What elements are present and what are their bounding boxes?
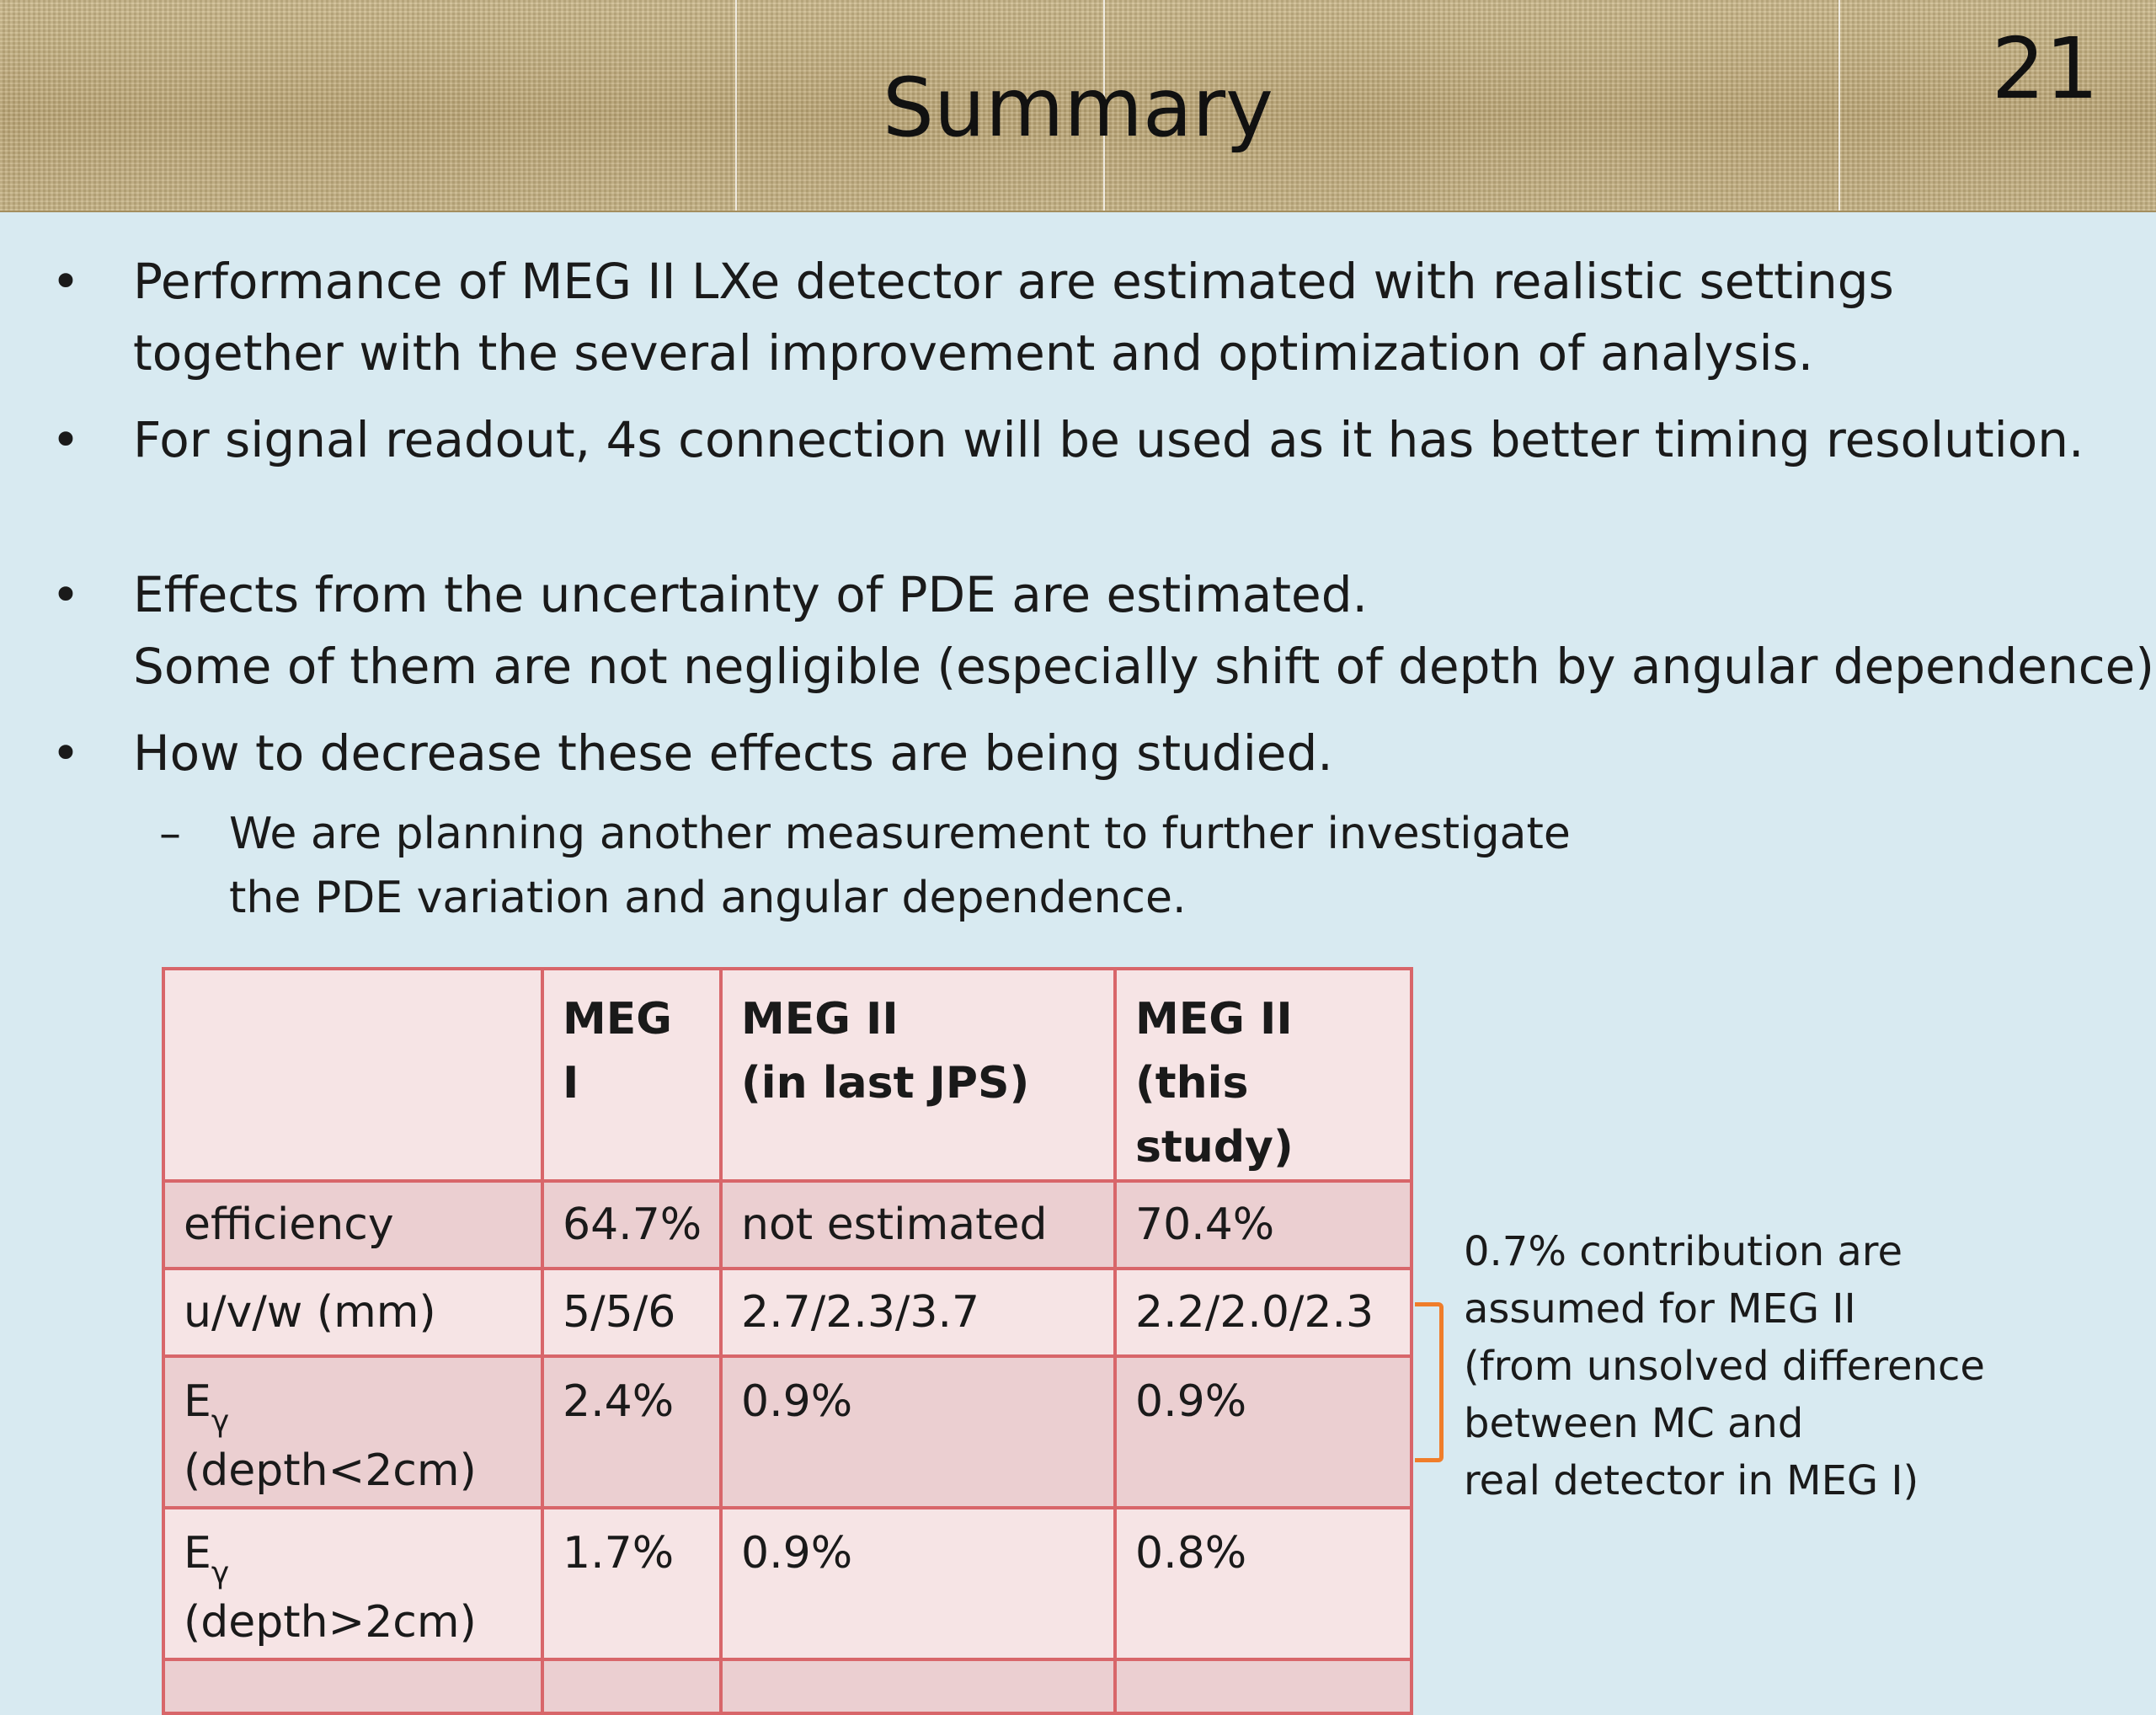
bullet-decrease-effects: • How to decrease these effects are bein… bbox=[51, 718, 1333, 789]
table-row: Eγ (depth<2cm) 2.4% 0.9% 0.9% bbox=[162, 1354, 1413, 1509]
bullet-line: For signal readout, 4s connection will b… bbox=[133, 411, 2084, 468]
bullet-mark: • bbox=[51, 253, 81, 310]
cell-meg2-jps: not estimated bbox=[719, 1179, 1117, 1270]
table-row: Eγ (depth>2cm) 1.7% 0.9% 0.8% bbox=[162, 1506, 1413, 1661]
bullet-mark: • bbox=[51, 411, 81, 468]
bullet-readout: • For signal readout, 4s connection will… bbox=[51, 404, 2084, 476]
header-meg1: MEG I bbox=[541, 967, 723, 1183]
title-banner: Summary 21 bbox=[0, 0, 2156, 212]
banner-seam bbox=[1103, 0, 1105, 211]
cell-meg2-jps: 0.9% bbox=[719, 1354, 1117, 1509]
cell-meg2-study: 2.2/2.0/2.3 bbox=[1113, 1267, 1413, 1358]
table-row: efficiency 64.7% not estimated 70.4% bbox=[162, 1179, 1413, 1270]
table-header-row: MEG I MEG II (in last JPS) MEG II (this … bbox=[162, 967, 1413, 1183]
cell-meg2-jps: 2.7/2.3/3.7 bbox=[719, 1267, 1117, 1358]
cell-meg1: 5/5/6 bbox=[541, 1267, 723, 1358]
cell-meg2-study: 0.9% bbox=[1113, 1354, 1413, 1509]
header-empty bbox=[162, 967, 544, 1183]
subbullet-line: We are planning another measurement to f… bbox=[229, 809, 1571, 859]
bullet-performance: • Performance of MEG II LXe detector are… bbox=[51, 246, 1894, 389]
performance-table: MEG I MEG II (in last JPS) MEG II (this … bbox=[162, 967, 1413, 1715]
row-label: efficiency bbox=[162, 1179, 544, 1270]
cell-meg2-study: 0.8% bbox=[1113, 1506, 1413, 1661]
banner-seam bbox=[735, 0, 737, 211]
banner-seam bbox=[1838, 0, 1840, 211]
subbullet-line: the PDE variation and angular dependence… bbox=[229, 873, 1187, 923]
bullet-line: How to decrease these effects are being … bbox=[133, 724, 1333, 782]
table-row-partial bbox=[162, 1658, 1413, 1715]
bullet-line: Effects from the uncertainty of PDE are … bbox=[133, 566, 1368, 623]
row-label: Eγ (depth<2cm) bbox=[162, 1354, 544, 1509]
row-label: Eγ (depth>2cm) bbox=[162, 1506, 544, 1661]
subscript-gamma: γ bbox=[211, 1404, 230, 1439]
slide-number: 21 bbox=[1991, 19, 2099, 118]
cell-meg1: 1.7% bbox=[541, 1506, 723, 1661]
cell-meg2-study: 70.4% bbox=[1113, 1179, 1413, 1270]
bracket-icon bbox=[1415, 1302, 1444, 1462]
cell-meg1: 2.4% bbox=[541, 1354, 723, 1509]
header-meg2-study: MEG II (this study) bbox=[1113, 967, 1413, 1183]
cell-meg1: 64.7% bbox=[541, 1179, 723, 1270]
subbullet-measurement-plan: – We are planning another measurement to… bbox=[159, 802, 1571, 930]
cell-meg2-jps: 0.9% bbox=[719, 1506, 1117, 1661]
header-meg2-jps: MEG II (in last JPS) bbox=[719, 967, 1117, 1183]
bullet-line: together with the several improvement an… bbox=[133, 324, 1814, 382]
table-row: u/v/w (mm) 5/5/6 2.7/2.3/3.7 2.2/2.0/2.3 bbox=[162, 1267, 1413, 1358]
slide-title: Summary bbox=[883, 61, 1273, 155]
row-label: u/v/w (mm) bbox=[162, 1267, 544, 1358]
subbullet-mark: – bbox=[159, 809, 181, 859]
side-note: 0.7% contribution are assumed for MEG II… bbox=[1464, 1228, 1985, 1504]
bullet-mark: • bbox=[51, 566, 81, 623]
bullet-mark: • bbox=[51, 724, 81, 782]
bullet-line: Performance of MEG II LXe detector are e… bbox=[133, 253, 1894, 310]
subscript-gamma: γ bbox=[211, 1556, 230, 1590]
bullet-pde-effects: • Effects from the uncertainty of PDE ar… bbox=[51, 559, 2156, 703]
bullet-line: Some of them are not negligible (especia… bbox=[133, 638, 2156, 695]
